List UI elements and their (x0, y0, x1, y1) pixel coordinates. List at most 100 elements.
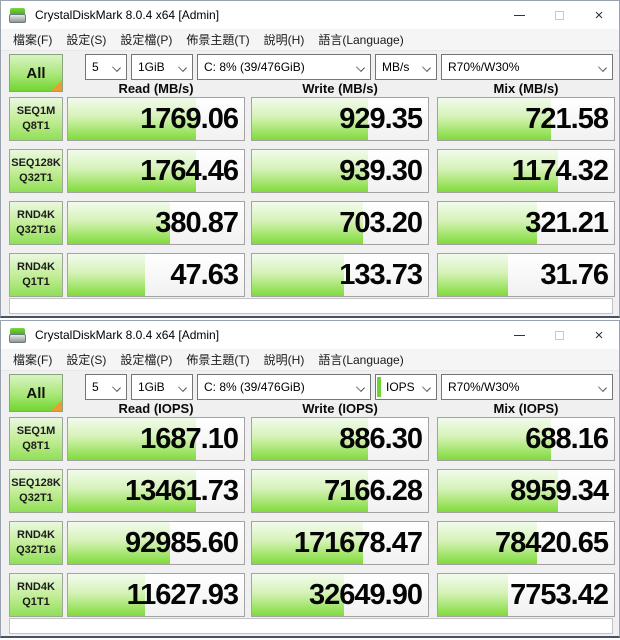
score-bar (252, 522, 363, 564)
test-queue-thread: Q8T1 (22, 440, 50, 452)
result-cell: 11627.93 (67, 573, 245, 617)
menu-profile[interactable]: 設定檔(P) (120, 33, 173, 47)
menu-theme[interactable]: 佈景主題(T) (186, 33, 250, 47)
result-cell: 171678.47 (251, 521, 429, 565)
column-header-read: Read (MB/s) (118, 81, 194, 96)
close-button[interactable]: × (579, 1, 619, 29)
result-cell: 886.30 (251, 417, 429, 461)
score-value: 1764.46 (140, 154, 239, 187)
score-bar (68, 254, 146, 296)
run-all-button[interactable]: All (9, 54, 63, 92)
test-queue-thread: Q32T1 (19, 172, 53, 184)
score-bar (68, 522, 171, 564)
column-header-mix: Mix (IOPS) (493, 401, 559, 416)
test-name: RND4K (17, 529, 55, 542)
menu-file[interactable]: 檔案(F) (13, 33, 53, 47)
unit-value: IOPS (386, 380, 415, 394)
menu-file[interactable]: 檔案(F) (13, 353, 53, 367)
focus-caret (377, 377, 381, 397)
run-all-label: All (26, 64, 46, 82)
test-button-rnd4k-q32t16[interactable]: RND4K Q32T16 (9, 201, 63, 245)
score-value: 929.35 (339, 102, 423, 135)
run-count-value: 5 (92, 380, 99, 394)
test-button-seq1m-q8t1[interactable]: SEQ1M Q8T1 (9, 97, 63, 141)
score-bar (438, 202, 537, 244)
test-button-rnd4k-q32t16[interactable]: RND4K Q32T16 (9, 521, 63, 565)
minimize-button[interactable] (499, 1, 539, 29)
score-bar (252, 418, 369, 460)
score-value: 8959.34 (510, 474, 609, 507)
menu-theme[interactable]: 佈景主題(T) (186, 353, 250, 367)
test-size-select[interactable]: 1GiB (131, 374, 193, 400)
app-icon (9, 327, 26, 343)
close-button[interactable]: × (579, 321, 619, 349)
result-cell: 703.20 (251, 201, 429, 245)
result-cell: 1687.10 (67, 417, 245, 461)
maximize-icon (554, 330, 564, 340)
score-bar (252, 202, 363, 244)
corner-triangle-icon (51, 400, 62, 411)
run-count-select[interactable]: 5 (85, 374, 127, 400)
score-value: 703.20 (339, 206, 423, 239)
test-button-rnd4k-q1t1[interactable]: RND4K Q1T1 (9, 253, 63, 297)
mix-profile-select[interactable]: R70%/W30% (441, 54, 613, 80)
mix-profile-select[interactable]: R70%/W30% (441, 374, 613, 400)
score-bar (68, 574, 146, 616)
result-cell: 32649.90 (251, 573, 429, 617)
score-value: 11627.93 (126, 578, 239, 611)
target-drive-select[interactable]: C: 8% (39/476GiB) (197, 54, 371, 80)
status-bar (9, 298, 613, 314)
test-queue-thread: Q32T16 (16, 224, 56, 236)
run-all-button[interactable]: All (9, 374, 63, 412)
window-title: CrystalDiskMark 8.0.4 x64 [Admin] (35, 8, 220, 22)
menu-language[interactable]: 語言(Language) (318, 33, 404, 47)
score-value: 380.87 (155, 206, 239, 239)
score-value: 1769.06 (140, 102, 239, 135)
result-cell: 7166.28 (251, 469, 429, 513)
window-mbps: CrystalDiskMark 8.0.4 x64 [Admin] × 檔案(F… (0, 0, 620, 318)
menu-help[interactable]: 說明(H) (263, 33, 305, 47)
unit-select[interactable]: MB/s (375, 54, 437, 80)
result-cell: 721.58 (437, 97, 615, 141)
chevron-down-icon (598, 63, 607, 72)
menu-settings[interactable]: 設定(S) (66, 33, 107, 47)
test-button-seq1m-q8t1[interactable]: SEQ1M Q8T1 (9, 417, 63, 461)
minimize-button[interactable] (499, 321, 539, 349)
run-count-value: 5 (92, 60, 99, 74)
test-button-rnd4k-q1t1[interactable]: RND4K Q1T1 (9, 573, 63, 617)
score-bar (68, 418, 197, 460)
result-cell: 31.76 (437, 253, 615, 297)
menu-bar: 檔案(F) 設定(S) 設定檔(P) 佈景主題(T) 說明(H) 語言(Lang… (1, 29, 619, 51)
result-cell: 47.63 (67, 253, 245, 297)
chevron-down-icon (356, 383, 365, 392)
test-queue-thread: Q32T16 (16, 544, 56, 556)
score-value: 171678.47 (293, 526, 423, 559)
score-bar (438, 574, 509, 616)
test-button-seq128k-q32t1[interactable]: SEQ128K Q32T1 (9, 149, 63, 193)
unit-select[interactable]: IOPS (375, 374, 437, 400)
score-value: 1687.10 (140, 422, 239, 455)
maximize-icon (554, 10, 564, 20)
menu-settings[interactable]: 設定(S) (66, 353, 107, 367)
test-size-select[interactable]: 1GiB (131, 54, 193, 80)
menu-profile[interactable]: 設定檔(P) (120, 353, 173, 367)
title-bar[interactable]: CrystalDiskMark 8.0.4 x64 [Admin] × (1, 321, 619, 349)
result-cell: 380.87 (67, 201, 245, 245)
test-queue-thread: Q1T1 (22, 276, 50, 288)
run-all-label: All (26, 384, 46, 402)
run-count-select[interactable]: 5 (85, 54, 127, 80)
target-drive-select[interactable]: C: 8% (39/476GiB) (197, 374, 371, 400)
test-name: SEQ128K (11, 477, 61, 490)
score-bar (68, 150, 197, 192)
chevron-down-icon (112, 63, 121, 72)
result-cell: 939.30 (251, 149, 429, 193)
menu-language[interactable]: 語言(Language) (318, 353, 404, 367)
test-size-value: 1GiB (138, 380, 165, 394)
title-bar[interactable]: CrystalDiskMark 8.0.4 x64 [Admin] × (1, 1, 619, 29)
target-drive-value: C: 8% (39/476GiB) (204, 60, 305, 74)
score-bar (68, 470, 197, 512)
window-iops: CrystalDiskMark 8.0.4 x64 [Admin] × 檔案(F… (0, 320, 620, 638)
menu-help[interactable]: 說明(H) (263, 353, 305, 367)
result-cell: 1769.06 (67, 97, 245, 141)
test-button-seq128k-q32t1[interactable]: SEQ128K Q32T1 (9, 469, 63, 513)
